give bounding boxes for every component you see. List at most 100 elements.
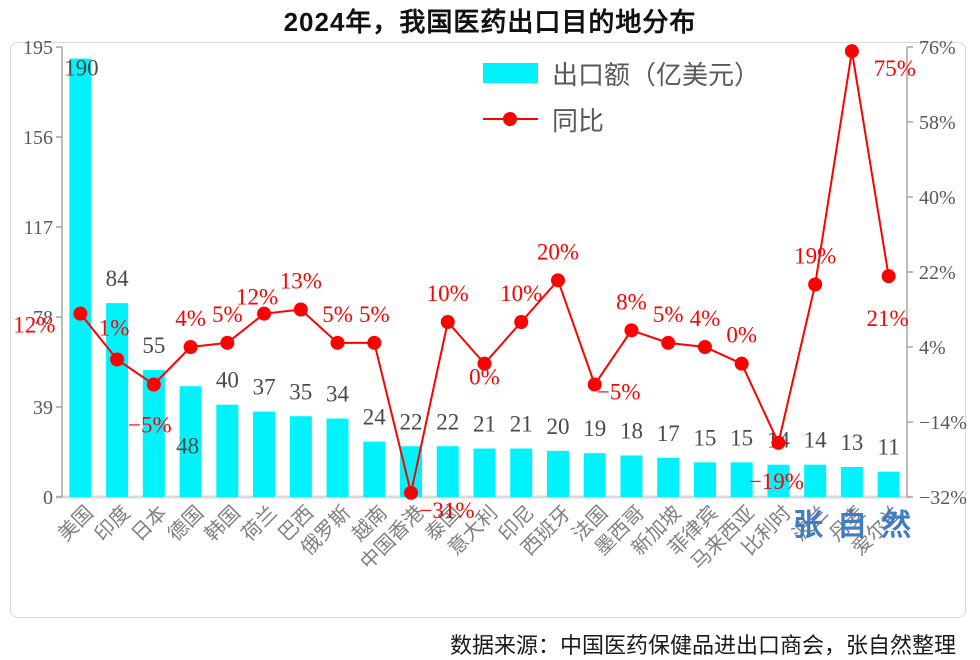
watermark: 张自然 — [793, 509, 925, 542]
bar — [142, 370, 165, 497]
left-axis-tick-label: 0 — [43, 487, 53, 509]
bar — [877, 471, 900, 497]
bar-value-label: 55 — [142, 333, 165, 358]
line-point — [624, 323, 639, 338]
x-category-label: 德国 — [164, 501, 209, 546]
bar-value-label: 15 — [693, 425, 716, 450]
pct-label: −5% — [128, 413, 172, 438]
pct-label: 13% — [280, 269, 322, 294]
x-category-label: 美国 — [53, 501, 98, 546]
left-axis-tick-label: 78 — [33, 307, 53, 329]
line-point — [440, 315, 455, 329]
bar — [289, 416, 312, 497]
line-point — [477, 356, 492, 371]
pct-label: −31% — [419, 498, 474, 523]
bar-value-label: 13 — [840, 430, 863, 455]
bar — [363, 441, 386, 497]
pct-label: 5% — [359, 302, 390, 327]
pct-label: 1% — [99, 316, 130, 341]
line-point — [697, 340, 712, 354]
legend-label-yoy: 同比 — [552, 106, 605, 136]
data-source-note: 数据来源：中国医药保健品进出口商会，张自然整理 — [449, 633, 956, 658]
pct-label: 10% — [500, 281, 542, 306]
bar — [400, 446, 423, 497]
bar-value-label: 40 — [216, 368, 239, 393]
bar — [767, 464, 790, 497]
bar — [840, 467, 863, 497]
x-category-label: 韩国 — [200, 501, 245, 546]
bar — [179, 386, 202, 497]
pct-label: 0% — [469, 365, 500, 390]
pct-label: 20% — [537, 239, 579, 264]
bar — [693, 462, 716, 497]
pct-label: 12% — [236, 285, 278, 310]
chart-title: 2024年，我国医药出口目的地分布 — [283, 7, 697, 37]
right-axis-tick-label: 4% — [919, 337, 946, 359]
pct-label: 4% — [175, 306, 206, 331]
bar — [216, 404, 239, 497]
left-axis-tick-label: 39 — [33, 397, 53, 419]
line-point — [661, 335, 676, 350]
right-axis-tick-label: 40% — [919, 187, 956, 209]
line-point — [808, 277, 823, 292]
pct-label: 12% — [13, 313, 55, 338]
line-point — [771, 435, 786, 450]
x-category-label: 印度 — [90, 501, 135, 546]
bar — [730, 462, 753, 497]
line-point — [587, 377, 602, 392]
line-point — [550, 273, 565, 288]
bar — [657, 457, 680, 497]
bar — [69, 58, 92, 498]
pct-label: 5% — [212, 302, 243, 327]
bar-value-label: 21 — [510, 412, 533, 437]
bar-value-label: 22 — [400, 409, 423, 434]
right-axis-tick-label: 22% — [919, 262, 956, 284]
bar — [436, 446, 459, 497]
line-point — [404, 485, 419, 500]
line-point — [734, 356, 749, 371]
line-point — [183, 340, 198, 354]
bar-value-label: 34 — [326, 382, 350, 407]
bar — [546, 450, 569, 497]
bar-value-label: 35 — [289, 379, 312, 404]
bar — [620, 455, 643, 497]
pct-label: 5% — [653, 302, 684, 327]
bar-value-label: 11 — [878, 435, 900, 460]
bar-value-label: 17 — [657, 421, 680, 446]
bar — [583, 453, 606, 497]
right-axis-tick-label: −32% — [919, 487, 967, 509]
pct-label: 10% — [427, 281, 469, 306]
right-axis-tick-label: 58% — [919, 112, 956, 134]
pct-label: 19% — [794, 244, 836, 269]
pct-label: 4% — [690, 306, 721, 331]
bar-series-swatch — [483, 63, 538, 83]
bar-value-label: 22 — [436, 409, 459, 434]
left-axis-tick-label: 195 — [23, 37, 53, 59]
line-point — [146, 377, 161, 392]
line-point — [73, 306, 88, 321]
bar-value-label: 21 — [473, 412, 496, 437]
bar-value-label: 19 — [583, 416, 606, 441]
legend: 出口额（亿美元） 同比 — [483, 50, 760, 142]
bar-value-label: 37 — [253, 375, 276, 400]
bar-value-label: 84 — [106, 266, 130, 291]
bar-value-label: 14 — [804, 428, 828, 453]
line-point — [367, 335, 382, 350]
bar-value-label: 190 — [64, 56, 99, 81]
bar — [510, 448, 533, 497]
line-point — [257, 306, 272, 321]
line-point — [881, 269, 896, 284]
left-axis-tick-label: 117 — [24, 217, 53, 239]
line-point — [844, 44, 859, 59]
bar-value-label: 15 — [730, 425, 753, 450]
pct-label: 75% — [874, 56, 916, 81]
bar — [326, 418, 349, 497]
bar-value-label: 18 — [620, 419, 643, 444]
legend-item-yoy: 同比 — [483, 96, 760, 142]
legend-item-exports: 出口额（亿美元） — [483, 50, 760, 96]
pct-label: −19% — [749, 469, 804, 494]
bar-value-label: 48 — [176, 433, 199, 458]
right-axis-tick-label: −14% — [919, 412, 967, 434]
